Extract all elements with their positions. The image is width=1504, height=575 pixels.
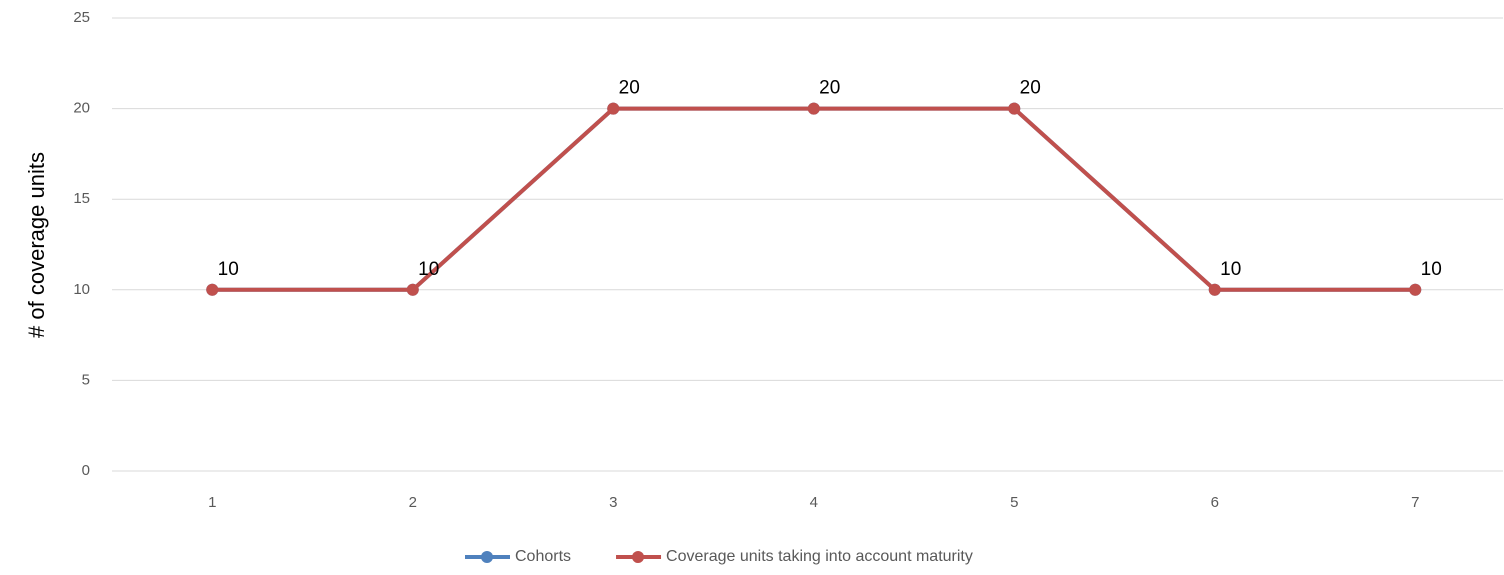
data-point (206, 283, 219, 296)
legend-label: Cohorts (515, 548, 571, 565)
data-label: 10 (1421, 259, 1442, 280)
y-tick-label: 10 (73, 281, 90, 298)
data-point (807, 102, 820, 115)
x-tick-label: 2 (409, 494, 417, 511)
x-tick-label: 3 (609, 494, 617, 511)
legend-label: Coverage units taking into account matur… (666, 548, 973, 565)
y-tick-label: 20 (73, 100, 90, 117)
data-label: 20 (819, 78, 840, 99)
data-label: 10 (418, 259, 439, 280)
y-tick-label: 25 (73, 9, 90, 26)
data-point (607, 102, 620, 115)
data-point (1208, 283, 1221, 296)
x-tick-label: 7 (1411, 494, 1419, 511)
x-tick-label: 1 (208, 494, 216, 511)
y-tick-label: 5 (82, 371, 90, 388)
data-point (1008, 102, 1021, 115)
data-label: 10 (1220, 259, 1241, 280)
data-point (406, 283, 419, 296)
legend-marker (632, 551, 645, 563)
y-axis-title: # of coverage units (24, 152, 49, 338)
x-tick-label: 4 (810, 494, 818, 511)
data-label: 20 (619, 78, 640, 99)
y-tick-label: 0 (82, 462, 90, 479)
x-tick-label: 5 (1010, 494, 1018, 511)
legend-marker (481, 551, 493, 563)
x-tick-label: 6 (1211, 494, 1219, 511)
y-tick-label: 15 (73, 190, 90, 207)
data-point (1409, 283, 1422, 296)
data-label: 10 (218, 259, 239, 280)
data-label: 20 (1020, 78, 1041, 99)
